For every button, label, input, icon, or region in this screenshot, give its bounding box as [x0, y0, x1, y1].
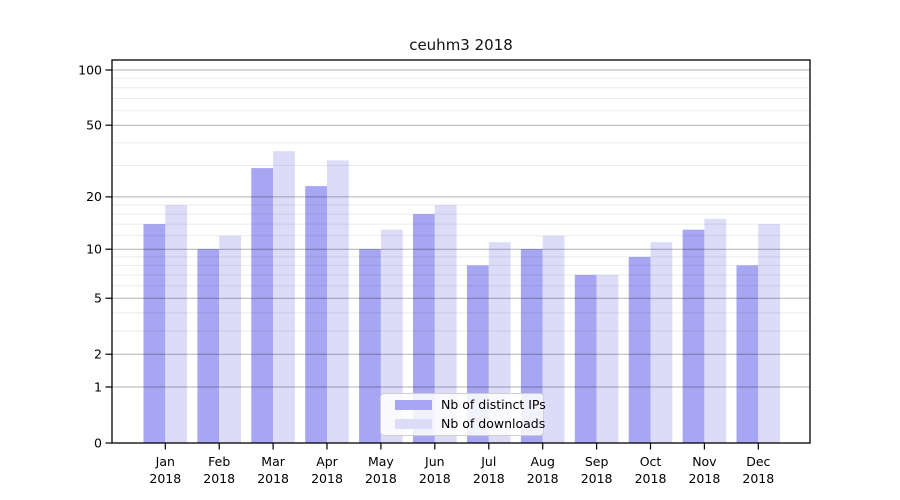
x-tick-label-month: Mar [261, 454, 285, 469]
bar-ips-Jan [143, 224, 166, 443]
bar-ips-May [359, 249, 381, 443]
bar-downloads-Sep [596, 274, 619, 443]
y-tick-label: 100 [78, 62, 102, 77]
bar-downloads-Jan [165, 205, 188, 443]
x-tick-label-month: Dec [746, 454, 770, 469]
bar-ips-Mar [251, 168, 274, 443]
bar-ips-Sep [574, 274, 597, 443]
x-tick-label-month: Apr [316, 454, 338, 469]
x-tick-label-year: 2018 [581, 471, 613, 486]
bar-downloads-Aug [542, 235, 565, 443]
x-tick-label-year: 2018 [473, 471, 505, 486]
bar-ips-Apr [305, 186, 327, 443]
y-tick-label: 1 [94, 379, 102, 394]
legend-swatch-downloads-icon [395, 419, 432, 430]
bar-downloads-May [380, 229, 403, 443]
legend-label-downloads: Nb of downloads [441, 416, 546, 431]
bar-downloads-Jul [488, 242, 511, 443]
x-tick-label-month: Sep [585, 454, 609, 469]
x-tick-label-year: 2018 [311, 471, 343, 486]
x-tick-label-month: Oct [640, 454, 662, 469]
x-tick-label-year: 2018 [635, 471, 667, 486]
x-tick-label-month: Nov [692, 454, 717, 469]
x-tick-label-year: 2018 [149, 471, 181, 486]
x-tick-label-month: Jan [155, 454, 175, 469]
bar-downloads-Mar [273, 151, 295, 443]
x-tick-label-month: May [368, 454, 394, 469]
legend-label-ips: Nb of distinct IPs [441, 396, 546, 412]
plot-frame [111, 59, 811, 444]
x-tick-label-year: 2018 [365, 471, 397, 486]
y-tick-label: 0 [94, 435, 102, 450]
bar-ips-Jun [413, 214, 435, 443]
legend-item-ips: Nb of distinct IPs [395, 396, 546, 412]
bar-ips-Dec [736, 265, 759, 443]
y-axis: 0 1 2 5 10 20 50 100 [78, 62, 112, 450]
bar-downloads-Jun [434, 205, 457, 443]
x-tick-label-year: 2018 [742, 471, 774, 486]
x-tick-label-month: Aug [530, 454, 554, 469]
y-tick-label: 2 [94, 347, 102, 362]
y-tick-label: 20 [86, 189, 102, 204]
legend-item-downloads: Nb of downloads [395, 416, 546, 431]
bar-ips-Nov [682, 229, 705, 443]
x-tick-label-year: 2018 [527, 471, 559, 486]
legend-swatch-ips-icon [395, 399, 432, 410]
bar-downloads-Feb [219, 235, 241, 443]
x-axis: Jan 2018 Feb 2018 Mar 2018 Apr 2018 May 2018 Jun 20… [149, 443, 774, 486]
x-tick-label-month: Feb [208, 454, 230, 469]
x-tick-label-year: 2018 [419, 471, 451, 486]
y-tick-label: 10 [86, 242, 102, 257]
chart-title: ceuhm3 2018 [409, 36, 513, 54]
y-tick-label: 5 [94, 291, 102, 306]
x-tick-label-year: 2018 [257, 471, 289, 486]
bars-downloads [165, 151, 781, 443]
bar-ips-Feb [197, 249, 220, 443]
grid-major [112, 69, 810, 388]
grid-minor [112, 77, 810, 332]
x-tick-label-month: Jul [480, 454, 496, 469]
x-tick-label-year: 2018 [688, 471, 720, 486]
legend: Nb of distinct IPs Nb of downloads [380, 393, 546, 436]
y-tick-label: 50 [86, 118, 102, 133]
bar-downloads-Apr [327, 160, 349, 443]
x-tick-label-year: 2018 [203, 471, 235, 486]
bar-ips-Oct [628, 256, 651, 443]
bar-downloads-Nov [704, 218, 727, 443]
x-tick-label-month: Jun [424, 454, 445, 469]
bar-downloads-Dec [758, 224, 781, 443]
bar-downloads-Oct [650, 242, 673, 443]
